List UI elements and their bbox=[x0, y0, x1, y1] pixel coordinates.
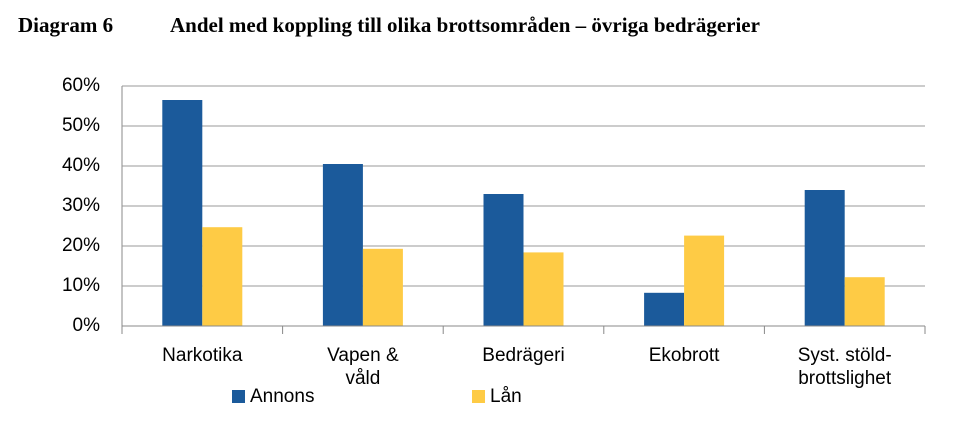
x-tick-label: Vapen & våld bbox=[327, 345, 399, 389]
x-tick-label: Syst. stöld-brottslighet bbox=[797, 345, 892, 389]
x-tick-label: Ekobrott bbox=[648, 345, 720, 366]
chart-title: Andel med koppling till olika brottsområ… bbox=[170, 13, 760, 37]
y-tick-label: 50% bbox=[62, 115, 100, 136]
bar bbox=[684, 235, 725, 326]
bar bbox=[322, 164, 363, 326]
bar bbox=[844, 277, 885, 326]
x-tick-label: Bedrägeri bbox=[482, 345, 565, 366]
legend-swatch bbox=[472, 390, 485, 403]
bar bbox=[644, 292, 685, 326]
bar bbox=[162, 100, 203, 326]
y-tick-label: 60% bbox=[62, 75, 100, 96]
bar bbox=[483, 194, 524, 326]
bar bbox=[202, 227, 243, 326]
legend-label: Annons bbox=[250, 386, 314, 407]
y-tick-label: 40% bbox=[62, 155, 100, 176]
legend-swatch bbox=[232, 390, 245, 403]
y-tick-label: 20% bbox=[62, 235, 100, 256]
x-tick-label: Narkotika bbox=[162, 345, 243, 366]
legend-label: Lån bbox=[490, 386, 522, 407]
bar bbox=[804, 190, 845, 326]
y-tick-label: 0% bbox=[73, 315, 101, 336]
bar bbox=[523, 252, 564, 326]
y-tick-label: 30% bbox=[62, 195, 100, 216]
y-tick-label: 10% bbox=[62, 275, 100, 296]
chart-label: Diagram 6 bbox=[18, 13, 113, 37]
bar bbox=[362, 248, 403, 326]
